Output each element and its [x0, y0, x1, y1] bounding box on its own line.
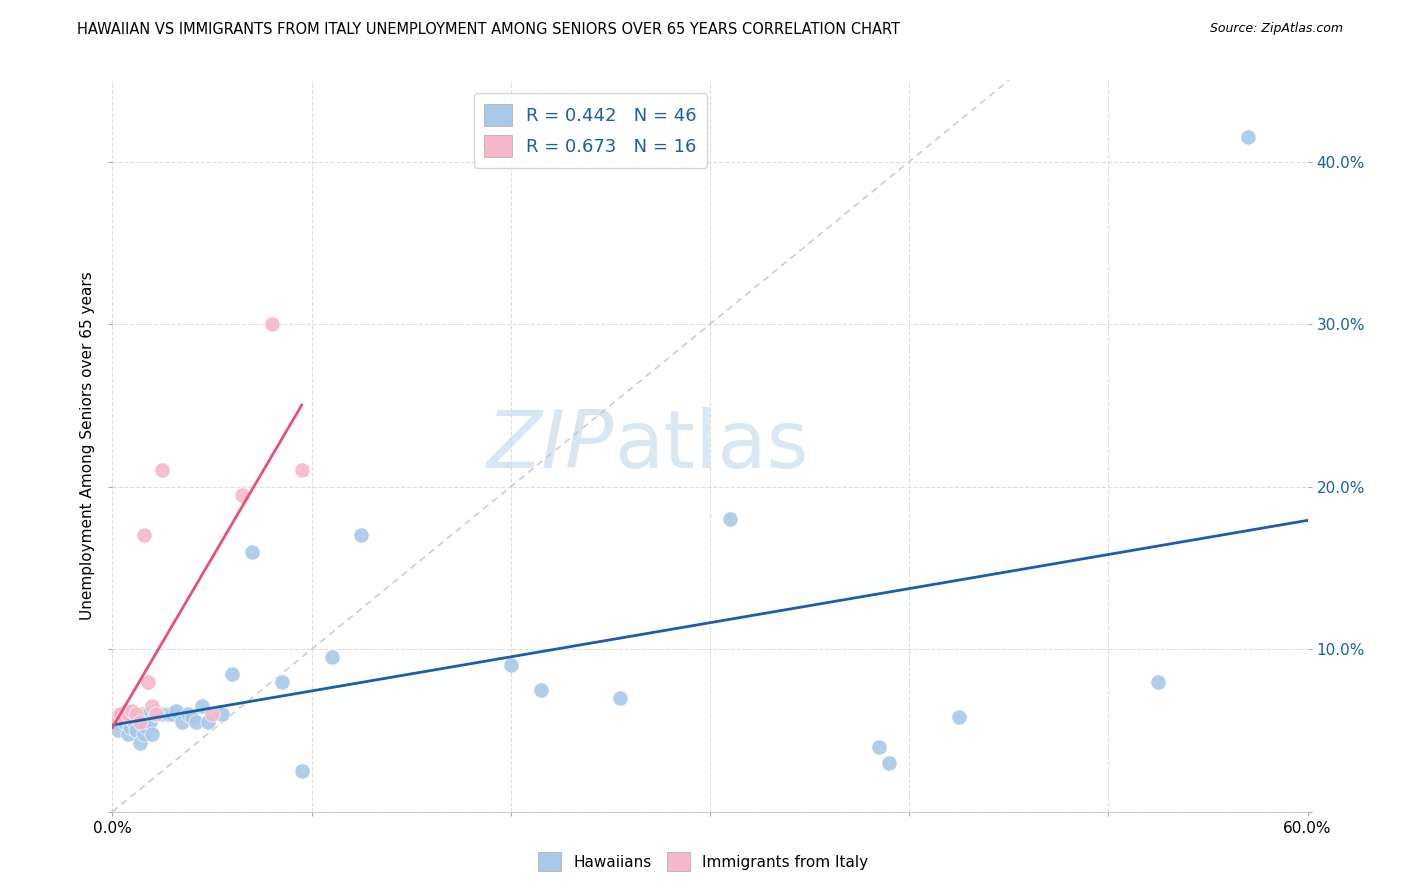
Point — [145, 707, 167, 722]
Point — [150, 707, 173, 722]
Point — [350, 528, 373, 542]
Point — [145, 707, 167, 722]
Point — [110, 707, 132, 722]
Point — [879, 756, 901, 770]
Point — [135, 720, 157, 734]
Legend: R = 0.442   N = 46, R = 0.673   N = 16: R = 0.442 N = 46, R = 0.673 N = 16 — [474, 93, 707, 168]
Y-axis label: Unemployment Among Seniors over 65 years: Unemployment Among Seniors over 65 years — [80, 272, 96, 620]
Point — [181, 710, 204, 724]
Point — [129, 736, 152, 750]
Point — [105, 710, 128, 724]
Point — [131, 707, 153, 722]
Point — [291, 764, 314, 778]
Point — [129, 715, 152, 730]
Point — [270, 674, 292, 689]
Point — [530, 682, 553, 697]
Point — [127, 710, 149, 724]
Point — [157, 707, 180, 722]
Point — [120, 720, 142, 734]
Point — [499, 658, 522, 673]
Point — [150, 463, 173, 477]
Point — [117, 727, 139, 741]
Point — [177, 707, 200, 722]
Point — [125, 723, 148, 738]
Point — [321, 650, 343, 665]
Point — [162, 707, 183, 722]
Text: HAWAIIAN VS IMMIGRANTS FROM ITALY UNEMPLOYMENT AMONG SENIORS OVER 65 YEARS CORRE: HAWAIIAN VS IMMIGRANTS FROM ITALY UNEMPL… — [77, 22, 900, 37]
Point — [172, 715, 194, 730]
Point — [1237, 130, 1260, 145]
Legend: Hawaiians, Immigrants from Italy: Hawaiians, Immigrants from Italy — [531, 847, 875, 877]
Point — [121, 707, 143, 722]
Point — [141, 699, 163, 714]
Point — [948, 710, 970, 724]
Point — [114, 710, 135, 724]
Point — [134, 727, 156, 741]
Point — [138, 674, 160, 689]
Point — [138, 707, 160, 722]
Point — [211, 707, 233, 722]
Point — [114, 715, 135, 730]
Text: ZIP: ZIP — [486, 407, 614, 485]
Point — [105, 715, 128, 730]
Text: Source: ZipAtlas.com: Source: ZipAtlas.com — [1209, 22, 1343, 36]
Point — [125, 707, 148, 722]
Point — [1147, 674, 1170, 689]
Point — [201, 707, 224, 722]
Point — [609, 690, 631, 705]
Point — [134, 528, 156, 542]
Point — [221, 666, 243, 681]
Point — [260, 317, 283, 331]
Point — [868, 739, 890, 754]
Point — [124, 715, 146, 730]
Point — [110, 707, 132, 722]
Point — [186, 715, 208, 730]
Point — [197, 715, 219, 730]
Text: atlas: atlas — [614, 407, 808, 485]
Point — [718, 512, 741, 526]
Point — [231, 488, 253, 502]
Point — [115, 704, 138, 718]
Point — [117, 707, 139, 722]
Point — [141, 727, 163, 741]
Point — [165, 704, 187, 718]
Point — [111, 710, 134, 724]
Point — [121, 704, 143, 718]
Point — [240, 544, 263, 558]
Point — [107, 723, 129, 738]
Point — [291, 463, 314, 477]
Point — [191, 699, 214, 714]
Point — [139, 715, 162, 730]
